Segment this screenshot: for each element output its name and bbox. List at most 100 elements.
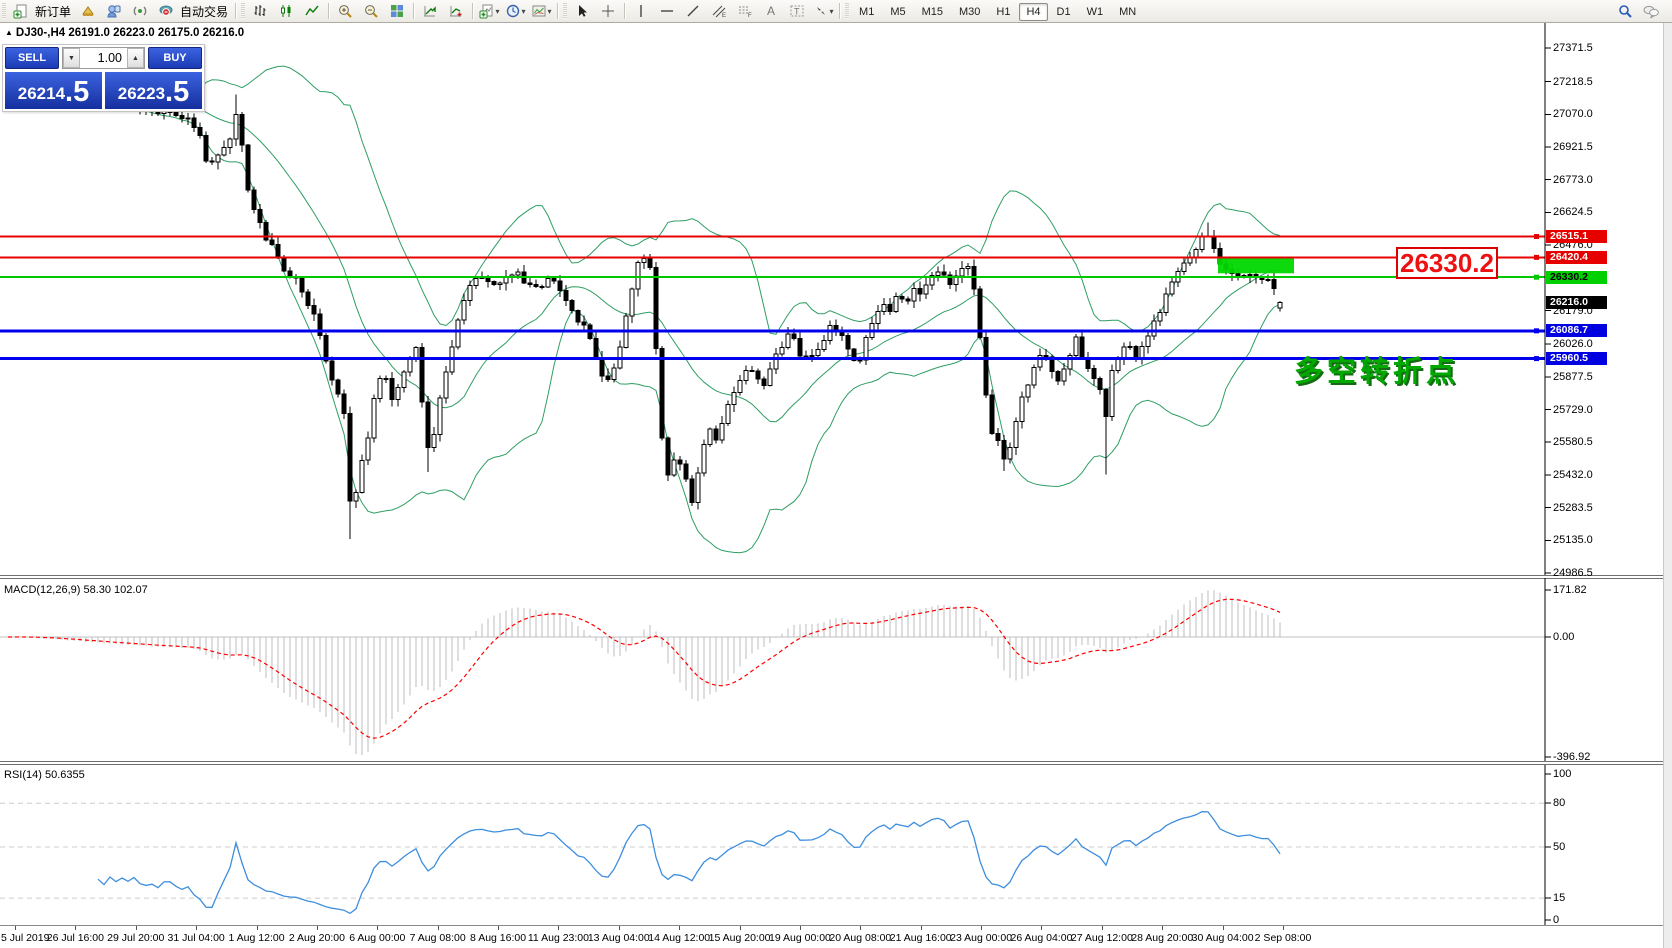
sell-button[interactable]: SELL [5,47,59,69]
separator [472,3,474,19]
indicator-arrow-button[interactable] [417,1,443,21]
time-axis-label: 28 Aug 20:00 [1131,932,1194,944]
line-anchor-marker[interactable] [1534,356,1539,362]
bollinger-bands [7,65,1281,554]
line-anchor-marker[interactable] [1534,328,1539,334]
price-text-label[interactable]: 26330.2 [1396,247,1498,279]
market-watch-button[interactable] [101,1,127,21]
new-chart-icon [479,4,493,19]
buy-price-button[interactable]: 26223.5 [105,72,202,109]
fibonacci-button[interactable]: F [732,1,758,21]
time-tick [256,926,258,930]
horizontal-line-button[interactable] [654,1,680,21]
time-axis-label: 2 Aug 20:00 [288,932,345,944]
autotrading-button[interactable] [153,1,179,21]
bar-chart-button[interactable] [247,1,273,21]
time-tick [799,926,801,930]
signal-button[interactable] [127,1,153,21]
rsi-line [97,811,1281,915]
collapse-panel-icon[interactable]: ▲ [5,28,13,37]
price-tag: 26330.2 [1546,270,1607,284]
arrows-button[interactable]: ▾ [810,1,836,21]
buy-button[interactable]: BUY [148,47,202,69]
separator [235,3,237,19]
timeframe-m1[interactable]: M1 [859,6,875,18]
rsi-pane-canvas[interactable] [0,765,1672,925]
autotrading-label[interactable]: 自动交易 [180,4,229,19]
time-axis[interactable]: 5 Jul 2019 26 Jul 16:00 29 Jul 20:00 31 Jul… [0,925,1672,948]
timeframe-m15[interactable]: M15 [921,6,943,18]
toolbar-grip [2,3,6,19]
pane-divider[interactable] [0,761,1672,765]
time-axis-label: 19 Aug 00:00 [768,932,831,944]
time-tick [437,926,439,930]
tile-windows-button[interactable] [384,1,410,21]
new-order-icon [13,4,27,19]
timeframe-mn[interactable]: MN [1119,6,1137,18]
highlight-rectangle[interactable] [1218,257,1294,274]
time-tick [75,926,77,930]
zoom-out-button[interactable] [358,1,384,21]
line-chart-button[interactable] [299,1,325,21]
chat-button[interactable] [1638,1,1664,21]
volume-decrease-button[interactable]: ▼ [63,48,80,68]
timeframe-m5[interactable]: M5 [890,6,906,18]
time-tick [920,926,922,930]
new-order-button[interactable] [8,1,34,21]
time-tick [739,926,741,930]
pane-divider[interactable] [0,575,1672,579]
volume-increase-button[interactable]: ▲ [127,48,144,68]
volume-input[interactable]: 1.00 [97,51,122,65]
line-anchor-marker[interactable] [1534,254,1539,260]
time-tick [1222,926,1224,930]
time-axis-label: 23 Aug 00:00 [950,932,1013,944]
vertical-line-button[interactable] [628,1,654,21]
cn-annotation-label[interactable]: 多空转折点 [1294,356,1460,388]
macd-axis-label: 0.00 [1553,631,1575,643]
crosshair-icon [602,5,615,17]
channel-button[interactable]: E [706,1,732,21]
time-tick [1283,926,1284,930]
terminal-button[interactable] [75,1,101,21]
timeframe-m30[interactable]: M30 [959,6,981,18]
line-anchor-marker[interactable] [1534,234,1539,240]
trendline-button[interactable] [680,1,706,21]
arrows-icon [816,7,825,15]
line-chart-icon [305,5,319,16]
indicator-arrow-icon [424,6,436,17]
price-tick-label: 24986.5 [1553,567,1593,579]
crosshair-button[interactable] [595,1,621,21]
indicator-add-button[interactable] [443,1,469,21]
channel-icon: E [712,5,726,19]
tile-windows-icon [391,5,404,17]
timeframe-d1[interactable]: D1 [1056,6,1071,18]
candlestick-chart-button[interactable] [273,1,299,21]
time-tick [15,926,16,930]
toolbar-grip [241,3,246,19]
timeframe-h1[interactable]: H1 [996,6,1011,18]
cursor-button[interactable] [569,1,595,21]
sell-price-pips: .5 [65,76,90,108]
macd-pane-canvas[interactable] [0,578,1672,761]
price-tag: 26216.0 [1546,295,1607,309]
zoom-in-button[interactable] [332,1,358,21]
main-chart-canvas[interactable] [0,23,1672,577]
terminal-icon [82,6,94,16]
text-button[interactable]: A [758,1,784,21]
search-icon [1619,5,1632,18]
template-button[interactable]: ▾ [528,1,554,21]
new-chart-button[interactable]: ▾ [476,1,502,21]
new-order-label[interactable]: 新订单 [35,4,72,19]
time-axis-label: 8 Aug 16:00 [470,932,527,944]
period-clock-button[interactable]: ▾ [502,1,528,21]
price-tick-label: 27218.5 [1553,75,1593,88]
timeframe-h4[interactable]: H4 [1019,3,1048,21]
sell-price-button[interactable]: 26214.5 [5,72,102,109]
price-tick-label: 26026.0 [1553,338,1593,351]
time-tick [679,926,681,930]
timeframe-w1[interactable]: W1 [1086,6,1104,18]
search-button[interactable] [1612,1,1638,21]
line-anchor-marker[interactable] [1534,274,1539,280]
fibonacci-icon: F [739,6,752,19]
label-button[interactable]: T [784,1,810,21]
